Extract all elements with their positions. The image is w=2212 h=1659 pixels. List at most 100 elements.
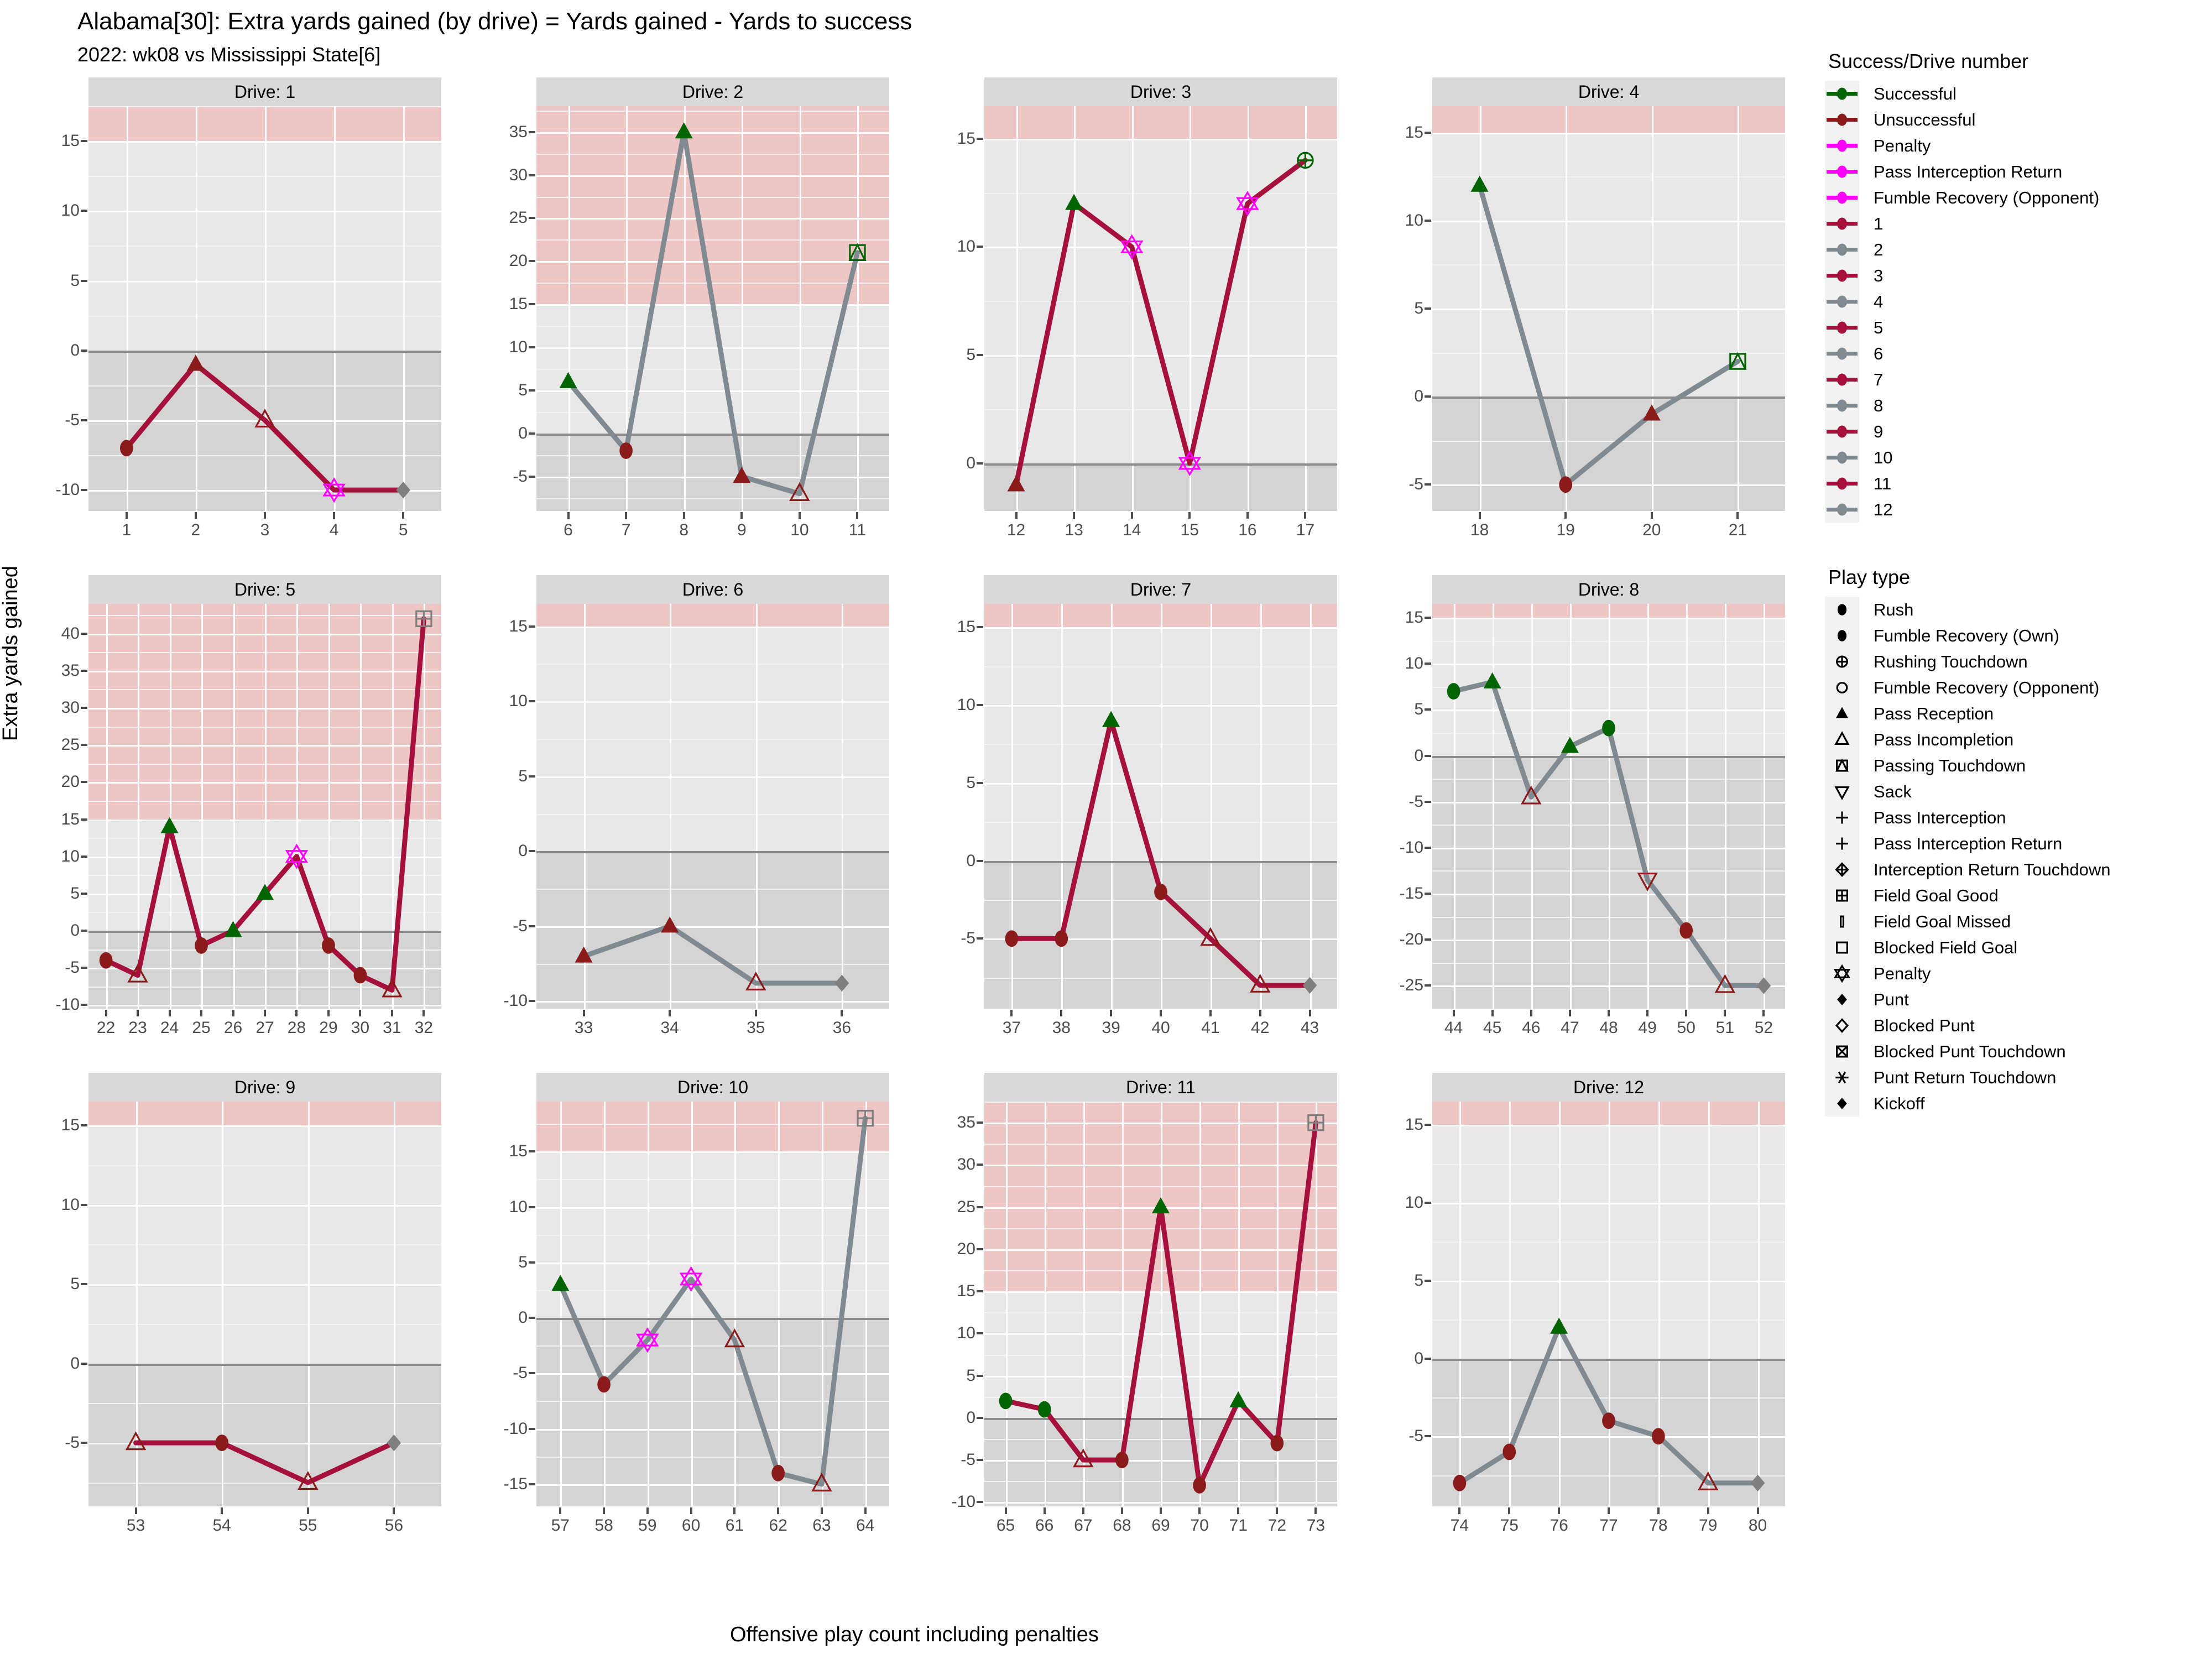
gridline-major-y (536, 218, 889, 220)
legend-item-playtype-15[interactable]: Punt (1825, 987, 2212, 1013)
legend-item-success-16[interactable]: 12 (1825, 497, 2212, 523)
star-of-david-icon (1825, 961, 1859, 987)
gridline-major-x (583, 604, 586, 1009)
zero-reference-line (1432, 397, 1785, 399)
y-tick-mark (81, 929, 87, 932)
y-tick-mark (1425, 662, 1431, 665)
legend-item-success-6[interactable]: 2 (1825, 237, 2212, 263)
gridline-major-x (1044, 1102, 1046, 1506)
y-tick-mark (81, 1442, 87, 1444)
legend-key-line-icon (1825, 237, 1859, 263)
zero-reference-line (1432, 755, 1785, 758)
plot-area (536, 1102, 889, 1506)
x-tick-mark (264, 1010, 266, 1016)
legend-item-playtype-11[interactable]: Field Goal Good (1825, 883, 2212, 909)
panel-wrap: -5 0 5 10 15 20 25 30 35 6 7 8 9 10 11 (509, 106, 889, 539)
legend-item-playtype-16[interactable]: Blocked Punt (1825, 1013, 2212, 1039)
y-tick-mark (81, 210, 87, 212)
legend-item-success-14[interactable]: 10 (1825, 445, 2212, 471)
legend-item-playtype-7[interactable]: Sack (1825, 779, 2212, 805)
y-tick-label: 10 (957, 237, 975, 256)
gridline-major-x (265, 106, 267, 511)
gridline-major-x (1757, 1102, 1760, 1506)
legend-item-success-1[interactable]: Unsuccessful (1825, 107, 2212, 133)
legend-item-success-12[interactable]: 8 (1825, 393, 2212, 419)
legend-item-playtype-12[interactable]: Field Goal Missed (1825, 909, 2212, 935)
circle-plus-icon (1825, 649, 1859, 675)
legend-item-success-15[interactable]: 11 (1825, 471, 2212, 497)
legend-item-playtype-19[interactable]: Kickoff (1825, 1091, 2212, 1117)
legend-item-playtype-17[interactable]: Blocked Punt Touchdown (1825, 1039, 2212, 1065)
legend-item-success-0[interactable]: Successful (1825, 81, 2212, 107)
legend-item-playtype-9[interactable]: Pass Interception Return (1825, 831, 2212, 857)
y-tick-label: 0 (1414, 746, 1423, 765)
gridline-minor-y (1432, 264, 1785, 266)
y-tick-mark (81, 744, 87, 747)
gridline-major-x (222, 1102, 224, 1506)
y-tick-label: 10 (1405, 654, 1423, 673)
legend-item-label: Pass Interception Return (1874, 833, 2063, 853)
legend-item-success-10[interactable]: 6 (1825, 341, 2212, 367)
x-tick-label: 63 (812, 1516, 831, 1535)
success-threshold-band (536, 604, 889, 627)
legend-item-success-2[interactable]: Penalty (1825, 133, 2212, 159)
y-tick-label: 0 (70, 341, 80, 359)
legend-item-success-8[interactable]: 4 (1825, 289, 2212, 315)
legend-item-playtype-2[interactable]: Rushing Touchdown (1825, 649, 2212, 675)
legend-item-playtype-4[interactable]: Pass Reception (1825, 701, 2212, 727)
gridline-major-y (1432, 220, 1785, 222)
y-tick-mark (81, 818, 87, 821)
legend-item-success-9[interactable]: 5 (1825, 315, 2212, 341)
legend-item-playtype-14[interactable]: Penalty (1825, 961, 2212, 987)
x-tick-mark (690, 1507, 692, 1514)
gridline-major-x (424, 604, 426, 1009)
legend-item-success-13[interactable]: 9 (1825, 419, 2212, 445)
x-tick-mark (1314, 1507, 1317, 1514)
x-tick-mark (820, 1507, 823, 1514)
legend-item-success-7[interactable]: 3 (1825, 263, 2212, 289)
series-layer (1453, 1317, 1765, 1491)
legend-item-playtype-13[interactable]: Blocked Field Goal (1825, 935, 2212, 961)
panel-wrap: -10 -5 0 5 10 15 1 2 3 4 5 (56, 106, 441, 539)
y-tick-label: -5 (65, 410, 80, 429)
x-tick-label: 44 (1444, 1019, 1463, 1037)
x-axis-label: Offensive play count including penalties (730, 1623, 1099, 1646)
gridline-major-y (88, 1204, 441, 1207)
gridline-major-x (1277, 1102, 1279, 1506)
legend-item-success-5[interactable]: 1 (1825, 211, 2212, 237)
y-tick-label: 10 (61, 201, 80, 220)
legend-success-title: Success/Drive number (1828, 50, 2029, 72)
x-tick-mark (333, 512, 336, 519)
x-tick-label: 46 (1522, 1019, 1541, 1037)
legend-item-playtype-6[interactable]: Passing Touchdown (1825, 753, 2212, 779)
x-tick-mark (740, 512, 743, 519)
legend-item-success-4[interactable]: Fumble Recovery (Opponent) (1825, 185, 2212, 211)
gridline-major-x (1492, 604, 1494, 1009)
legend-item-success-11[interactable]: 7 (1825, 367, 2212, 393)
legend-item-playtype-18[interactable]: Punt Return Touchdown (1825, 1065, 2212, 1091)
legend-item-playtype-3[interactable]: Fumble Recovery (Opponent) (1825, 675, 2212, 701)
y-tick-label: 10 (509, 1197, 528, 1216)
gridline-major-y (536, 390, 889, 392)
legend-item-label: Kickoff (1874, 1093, 1925, 1113)
legend-item-playtype-10[interactable]: Interception Return Touchdown (1825, 857, 2212, 883)
y-tick-mark (977, 1121, 983, 1124)
legend-item-success-3[interactable]: Pass Interception Return (1825, 159, 2212, 185)
legend-item-label: 5 (1874, 317, 1884, 337)
legend-item-playtype-8[interactable]: Pass Interception (1825, 805, 2212, 831)
y-tick-mark (977, 1416, 983, 1419)
panel-wrap: -25 -20 -15 -10 -5 0 5 10 15 44 45 46 47 48 49 50 51 52 (1400, 604, 1785, 1037)
legend-item-playtype-5[interactable]: Pass Incompletion (1825, 727, 2212, 753)
legend-item-playtype-0[interactable]: Rush (1825, 597, 2212, 623)
y-tick-label: 35 (957, 1113, 975, 1132)
facet-panel-drive-7: Drive: 7 -5 0 5 10 15 37 38 39 40 41 42 43 (896, 575, 1344, 1062)
y-tick-label: -15 (1399, 884, 1423, 903)
legend-key-line-icon (1825, 107, 1859, 133)
gridline-major-x (1238, 1102, 1240, 1506)
gridline-major-y (1432, 132, 1785, 134)
x-tick-label: 40 (1151, 1019, 1170, 1037)
legend-item-playtype-1[interactable]: Fumble Recovery (Own) (1825, 623, 2212, 649)
y-tick-mark (977, 246, 983, 248)
facet-panel-drive-3: Drive: 3 0 5 10 15 12 13 14 15 16 17 (896, 77, 1344, 564)
facet-row: Drive: 1 -10 -5 0 5 10 15 1 2 3 4 5 Drive: 2 -5 0 5 10 15… (0, 77, 1819, 564)
